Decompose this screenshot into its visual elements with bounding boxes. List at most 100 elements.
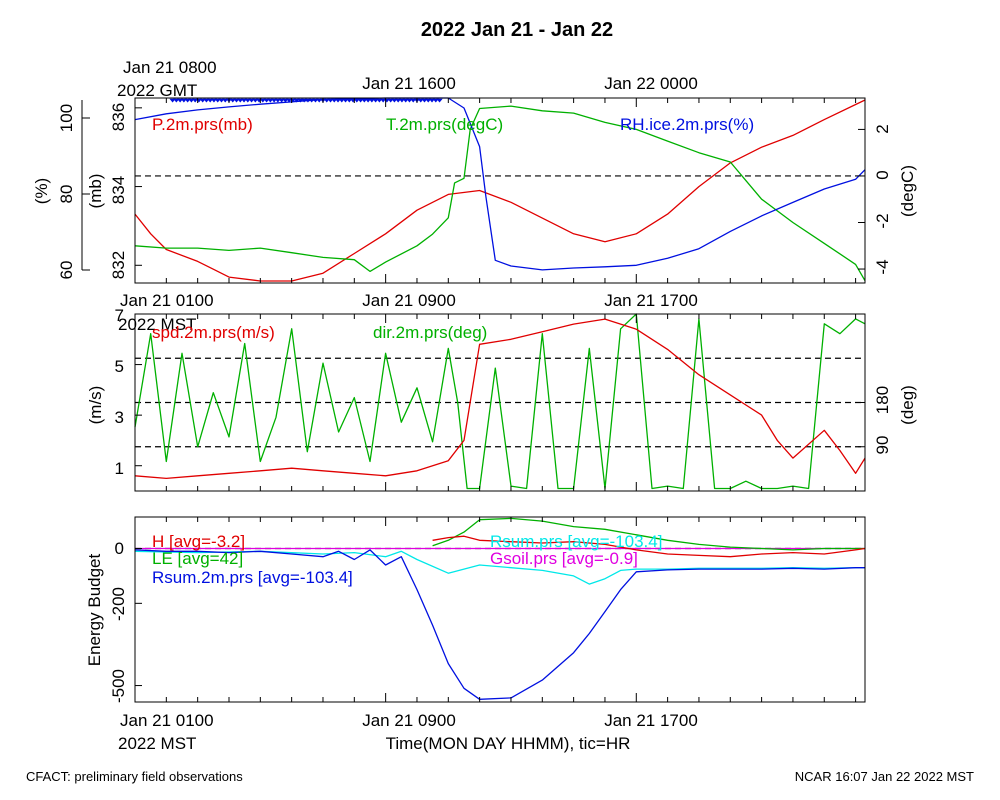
rh-saturation-marker [402, 98, 409, 103]
rh-saturation-marker [222, 98, 229, 103]
panel-3-frame [134, 516, 866, 703]
rh-saturation-marker [327, 98, 334, 103]
speed-axis-label: (m/s) [86, 386, 105, 425]
speed-axis-tick-label: 7 [115, 306, 124, 325]
rh-saturation-marker [406, 98, 413, 103]
legend-gsoil: Gsoil.prs [avg=-0.9] [490, 549, 638, 568]
rh-saturation-marker [432, 98, 439, 103]
energy-axis-tick-label: 0 [115, 539, 124, 558]
rh-saturation-marker [372, 98, 379, 103]
rh-saturation-marker [286, 98, 293, 103]
rh-saturation-marker [199, 98, 206, 103]
legend-h: H [avg=-3.2] [152, 532, 245, 551]
wind-speed-line [134, 318, 866, 480]
rh-saturation-marker [252, 98, 259, 103]
mid-axis-tick-label: Jan 21 1700 [604, 291, 698, 310]
panel-2-wind: 2022 MST 1 3 5 7 (m/s) 90 180 (deg) spd.… [86, 306, 917, 492]
rh-saturation-marker [342, 98, 349, 103]
rh-saturation-marker [229, 98, 236, 103]
legend-temperature: T.2m.prs(degC) [386, 115, 503, 134]
mid-axis-first-label-line1: Jan 21 0100 [120, 291, 214, 310]
mb-axis-tick-label: 834 [109, 176, 128, 204]
legend-rsum-2m: Rsum.2m.prs [avg=-103.4] [152, 568, 353, 587]
legend-le: LE [avg=42] [152, 549, 243, 568]
top-axis-tick-label: Jan 22 0000 [604, 74, 698, 93]
legend-wind-speed: spd.2m.prs(m/s) [152, 323, 275, 342]
speed-axis-tick-label: 3 [115, 408, 124, 427]
rh-saturation-marker [312, 98, 319, 103]
rh-saturation-marker [297, 98, 304, 103]
rh-ice-line [134, 97, 866, 271]
rh-saturation-marker [248, 98, 255, 103]
bottom-axis-first-label-line1: Jan 21 0100 [120, 711, 214, 730]
rh-saturation-marker [267, 98, 274, 103]
rh-saturation-marker [301, 98, 308, 103]
rh-saturation-marker [353, 98, 360, 103]
speed-axis-tick-label: 5 [115, 357, 124, 376]
speed-axis-tick-label: 1 [115, 459, 124, 478]
mid-axis-first-label-line2: 2022 MST [118, 315, 196, 334]
wind-direction-line [134, 313, 866, 490]
footer-right: NCAR 16:07 Jan 22 2022 MST [795, 769, 974, 784]
x-axis-title: Time(MON DAY HHMM), tic=HR [386, 734, 631, 753]
rh-saturation-marker [188, 98, 195, 103]
legend-rsum-prs: Rsum.prs [avg=-103.4] [490, 532, 662, 551]
rh-saturation-marker [316, 98, 323, 103]
rh-saturation-marker [169, 98, 176, 103]
rh-saturation-marker [173, 98, 180, 103]
percent-axis-tick-label: 100 [57, 104, 76, 132]
top-axis-first-label-line1: Jan 21 0800 [123, 58, 217, 77]
rh-saturation-marker [270, 98, 278, 103]
rh-saturation-marker [218, 98, 225, 103]
legend-rh-ice: RH.ice.2m.prs(%) [620, 115, 754, 134]
rh-saturation-marker [180, 98, 188, 103]
panel-1-met: 60 80 100 (%) 832 834 836 (mb) -4 -2 0 2… [32, 97, 917, 284]
top-axis-first-label-line2: 2022 GMT [117, 81, 197, 100]
rh-saturation-marker [263, 98, 270, 103]
rh-saturation-marker [428, 98, 436, 103]
percent-axis-tick-label: 80 [57, 185, 76, 204]
rh-saturation-marker [274, 98, 282, 103]
mb-axis-tick-label: 836 [109, 103, 128, 131]
rh-saturation-marker [334, 98, 342, 103]
degc-axis-tick-label: -4 [873, 259, 892, 274]
percent-axis-tick-label: 60 [57, 261, 76, 280]
panel-2-ticks [134, 313, 865, 491]
rh-saturation-marker [357, 98, 364, 103]
rh-saturation-marker [338, 98, 345, 103]
mb-axis-label: (mb) [86, 174, 105, 209]
rh-saturation-marker [364, 98, 372, 103]
energy-axis-label: Energy Budget [85, 553, 104, 666]
rh-saturation-marker [176, 98, 184, 103]
rh-saturation-marker [410, 98, 417, 103]
degc-axis-tick-label: 2 [873, 124, 892, 133]
rh-saturation-marker [308, 98, 315, 103]
rh-saturation-marker [417, 98, 424, 103]
rh-saturation-marker [331, 98, 338, 103]
rh-saturation-marker [244, 98, 251, 103]
rsum-prs-line [134, 550, 865, 585]
rh-saturation-marker [304, 98, 312, 103]
rh-saturation-marker [436, 98, 443, 103]
panel-3-ticks [134, 517, 857, 702]
le-line [432, 517, 865, 551]
h-line [432, 535, 866, 558]
rh-saturation-marker [395, 98, 402, 103]
rh-saturation-marker [203, 98, 210, 103]
panel-3-series [134, 517, 866, 700]
degc-axis-tick-label: 0 [873, 170, 892, 179]
rh-saturation-marker [237, 98, 244, 103]
direction-axis-tick-label: 90 [873, 436, 892, 455]
rh-saturation-marker [282, 98, 289, 103]
rh-saturation-marker [379, 98, 387, 103]
rh-saturation-marker [368, 98, 375, 103]
panel-1-series [134, 97, 866, 282]
rh-saturation-marker [184, 98, 191, 103]
rh-saturation-marker [278, 98, 285, 103]
rh-saturation-marker [376, 98, 383, 103]
rh-saturation-marker [425, 98, 432, 103]
direction-axis-tick-label: 180 [873, 386, 892, 414]
energy-axis-tick-label: -200 [109, 587, 128, 621]
panel-1-ticks [134, 98, 865, 283]
panel-1-frame [134, 97, 866, 284]
